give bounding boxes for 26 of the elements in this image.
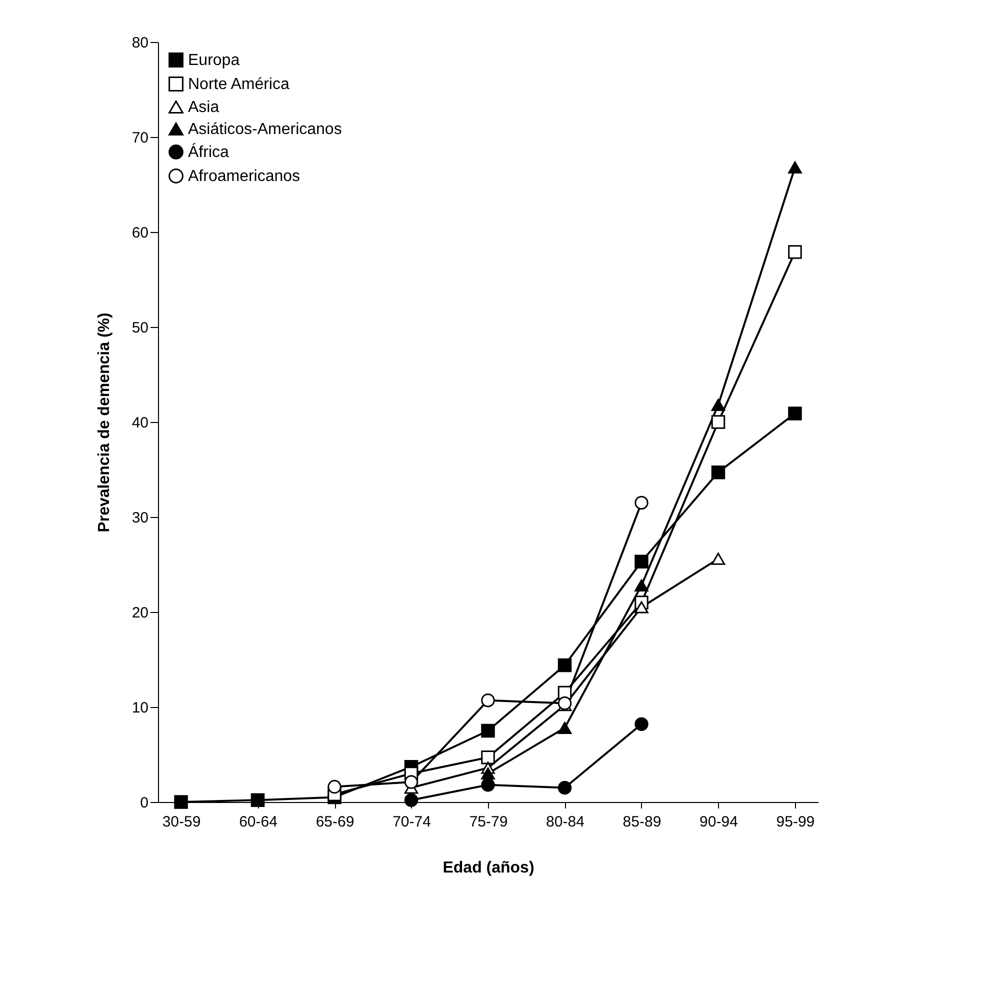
y-tick-label: 10 — [132, 700, 148, 716]
y-tick-label: 30 — [132, 510, 148, 526]
y-tick-label: 0 — [140, 794, 148, 812]
x-tick-label: 30-59 — [162, 814, 201, 830]
x-tick-label: 75-79 — [469, 814, 508, 830]
legend-label: Asia — [188, 99, 220, 116]
legend-label: Europa — [188, 52, 240, 69]
y-tick-label: 50 — [132, 320, 148, 336]
legend-label: Asiáticos-Americanos — [188, 121, 342, 138]
legend-label: África — [188, 143, 229, 161]
y-tick-label: 20 — [132, 604, 148, 622]
x-tick-label: 65-69 — [316, 814, 354, 830]
legend-label: Afroamericanos — [188, 168, 300, 185]
y-tick-label: 70 — [132, 130, 148, 146]
legend-label: Norte América — [188, 76, 290, 93]
x-tick-label: 60-64 — [239, 814, 278, 830]
x-tick-label: 90-94 — [700, 814, 738, 830]
y-tick-label: 40 — [132, 414, 148, 432]
x-tick-label: 80-84 — [546, 814, 584, 830]
x-tick-label: 85-89 — [622, 814, 662, 830]
x-tick-label: 95-99 — [776, 814, 815, 830]
x-axis-title: Edad (años) — [442, 860, 534, 876]
x-tick-label: 70-74 — [392, 814, 431, 830]
y-tick-label: 80 — [132, 34, 148, 52]
y-tick-label: 60 — [132, 224, 148, 242]
y-axis-title: Prevalencia de demencia (%) — [96, 312, 113, 532]
